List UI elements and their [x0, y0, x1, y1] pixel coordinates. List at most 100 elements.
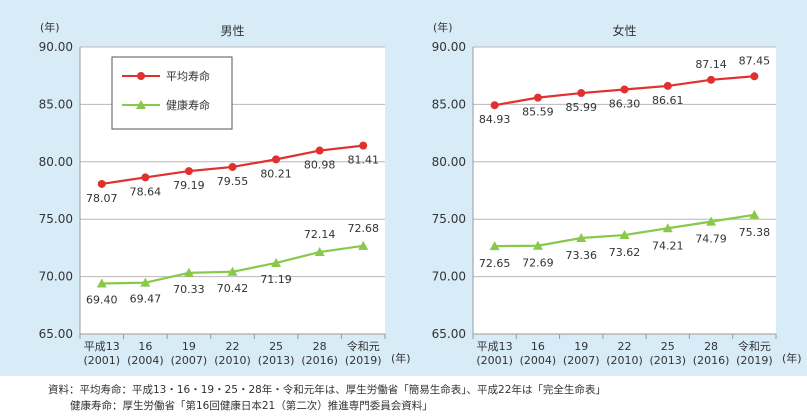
data-point	[97, 179, 106, 188]
data-point	[663, 81, 672, 90]
x-tick-label-era: 平成13	[477, 340, 513, 353]
data-label: 78.07	[86, 192, 118, 205]
source-line-2: 健康寿命：厚生労働省「第16回健康日本21（第二次）推進専門委員会資料」	[70, 400, 433, 412]
x-tick-label-era: 令和元	[347, 339, 380, 353]
data-point	[577, 89, 586, 98]
data-point	[359, 141, 368, 150]
data-label: 79.19	[173, 179, 205, 192]
data-label: 72.69	[522, 257, 554, 270]
legend-marker	[136, 100, 146, 109]
data-point	[490, 101, 499, 110]
data-label: 86.30	[609, 97, 641, 110]
data-label: 74.21	[652, 239, 684, 252]
data-label: 84.93	[479, 113, 511, 126]
x-tick-label-era: 25	[269, 340, 283, 353]
x-tick-label-year: (2007)	[563, 354, 600, 367]
x-tick-label-era: 25	[661, 340, 675, 353]
x-tick-label-year: (2007)	[171, 354, 208, 367]
x-tick-label-era: 令和元	[738, 339, 771, 353]
data-label: 80.21	[260, 167, 292, 180]
data-point	[532, 240, 543, 250]
data-point	[662, 223, 673, 233]
y-tick-label: 80.00	[432, 155, 466, 169]
data-label: 81.41	[347, 154, 379, 167]
data-label: 69.40	[86, 293, 118, 306]
data-point	[271, 257, 282, 267]
chart-title: 男性	[220, 24, 244, 38]
y-tick-label: 70.00	[432, 270, 466, 284]
data-label: 87.45	[739, 54, 771, 67]
x-tick-label-era: 平成13	[84, 340, 120, 353]
data-label: 85.59	[522, 106, 554, 119]
y-tick-label: 70.00	[39, 270, 73, 284]
data-label: 73.36	[565, 249, 597, 262]
x-tick-label-year: (2016)	[301, 354, 338, 367]
data-point	[140, 277, 151, 287]
data-label: 75.38	[739, 226, 771, 239]
chart-female: 65.00 70.00 75.00 80.00 85.00 90.00 平成13(2001)…	[432, 20, 802, 367]
data-label: 69.47	[130, 293, 162, 306]
x-tick-label-era: 19	[182, 340, 196, 353]
data-label: 74.79	[695, 233, 727, 246]
y-tick-label: 85.00	[39, 97, 73, 111]
x-tick-label-year: (2004)	[127, 354, 164, 367]
x-tick-label-year: (2013)	[649, 354, 686, 367]
chart-panel: 65.00 70.00 75.00 80.00 85.00 90.00 平成13 (2001)…	[0, 0, 807, 376]
data-point	[489, 241, 500, 251]
data-point	[272, 155, 281, 164]
data-point	[750, 72, 759, 81]
data-point	[96, 278, 107, 288]
y-tick-label: 90.00	[432, 40, 466, 54]
x-tick-label-year: (2019)	[345, 354, 382, 367]
data-point	[620, 85, 629, 94]
x-tick-label-year: (2019)	[736, 354, 773, 367]
data-label: 78.64	[130, 185, 162, 198]
y-tick-label: 90.00	[39, 40, 73, 54]
y-tick-label: 85.00	[432, 97, 466, 111]
legend-label: 健康寿命	[166, 98, 210, 112]
x-axis-unit: (年)	[782, 351, 802, 365]
plot-area	[473, 47, 776, 334]
x-tick-label-year: (2001)	[476, 354, 513, 367]
data-point	[314, 247, 325, 257]
data-point	[706, 216, 717, 226]
x-tick-label-era: 16	[531, 340, 545, 353]
source-note: 資料：平均寿命：平成13・16・19・25・28年・令和元年は、厚生労働省「簡易…	[48, 382, 798, 414]
data-point	[749, 209, 760, 219]
data-label: 73.62	[609, 246, 641, 259]
data-point	[358, 240, 369, 250]
chart-svg: 65.0070.0075.0080.0085.0090.00平成13(2001)…	[39, 20, 802, 367]
x-tick-label-year: (2010)	[606, 354, 643, 367]
chart-title: 女性	[612, 23, 636, 38]
x-tick-label-era: 22	[618, 340, 632, 353]
data-label: 86.61	[652, 94, 684, 107]
data-label: 72.65	[479, 257, 511, 270]
data-label: 70.33	[173, 283, 205, 296]
legend-label: 平均寿命	[166, 69, 210, 83]
data-point	[315, 146, 324, 155]
data-point	[576, 233, 587, 243]
x-tick-label-year: (2001)	[83, 354, 120, 367]
data-label: 72.68	[347, 222, 379, 235]
y-tick-label: 75.00	[39, 212, 73, 226]
legend-box	[111, 56, 233, 130]
data-point	[141, 173, 150, 182]
data-label: 72.14	[304, 228, 336, 241]
y-axis-unit: (年)	[433, 20, 453, 34]
data-point	[707, 75, 716, 84]
x-tick-label-year: (2016)	[693, 354, 730, 367]
y-tick-label: 65.00	[432, 327, 466, 341]
data-point	[227, 266, 238, 276]
data-point	[183, 267, 194, 277]
data-point	[228, 162, 237, 171]
data-label: 71.19	[260, 273, 292, 286]
data-point	[619, 230, 630, 240]
x-tick-label-year: (2010)	[214, 354, 251, 367]
data-label: 70.42	[217, 282, 249, 295]
x-tick-label-year: (2004)	[520, 354, 557, 367]
y-axis-unit: (年)	[40, 20, 60, 34]
data-label: 85.99	[565, 101, 597, 114]
x-tick-label-era: 28	[704, 340, 718, 353]
